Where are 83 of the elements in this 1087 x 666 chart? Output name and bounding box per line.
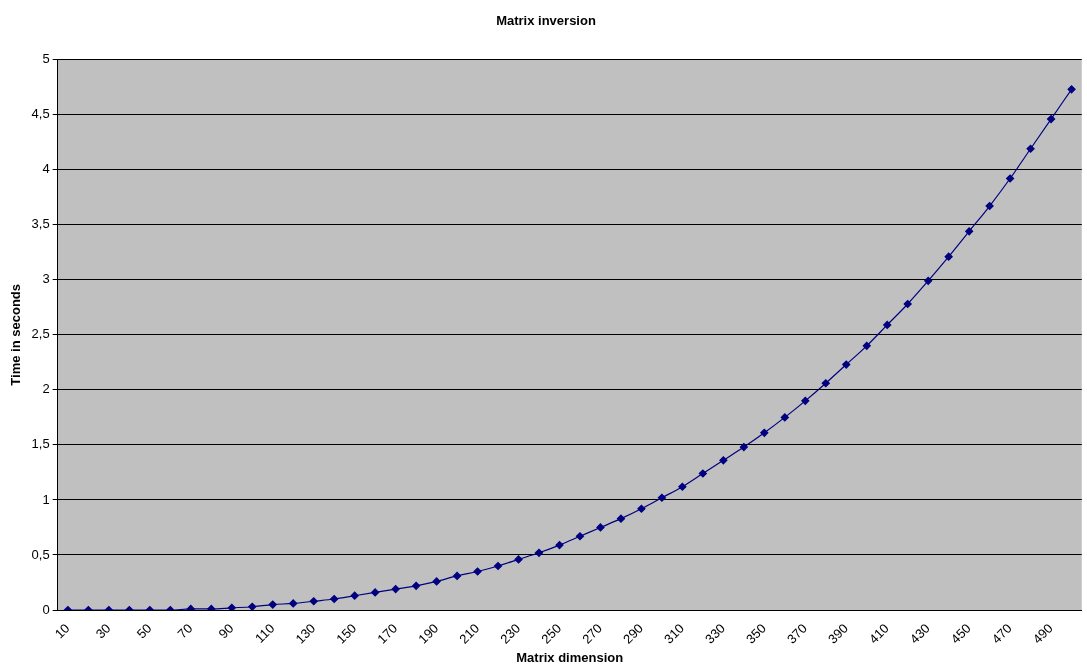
x-tick-label: 290 [620, 620, 647, 647]
x-tick-label: 390 [824, 620, 851, 647]
x-tick-label: 230 [497, 620, 524, 647]
chart-title: Matrix inversion [496, 13, 596, 29]
x-tick-label: 490 [1029, 620, 1056, 647]
x-tick-label: 450 [947, 620, 974, 647]
point [1067, 85, 1076, 94]
point [596, 523, 605, 532]
point [493, 561, 503, 571]
y-tick-label: 4,5 [31, 106, 50, 122]
point [842, 360, 851, 369]
point [965, 227, 974, 236]
point [330, 594, 339, 604]
x-tick-label: 350 [743, 620, 769, 647]
point [1026, 144, 1035, 153]
y-tick-label: 4 [42, 161, 50, 177]
point [821, 379, 830, 388]
x-tick-label: 410 [865, 620, 892, 647]
x-tick-label: 310 [661, 620, 688, 647]
point [534, 548, 544, 557]
point [739, 443, 748, 452]
point [248, 602, 257, 611]
point [186, 604, 195, 611]
point [555, 540, 564, 550]
x-tick-label: 210 [456, 620, 483, 647]
point [1046, 114, 1056, 124]
x-tick-label: 90 [215, 620, 237, 642]
x-tick-label: 250 [538, 620, 565, 647]
point [371, 588, 380, 597]
point [780, 413, 789, 422]
point [924, 276, 933, 285]
point [268, 600, 277, 609]
x-tick-label: 50 [133, 620, 155, 642]
point [883, 320, 892, 330]
point [207, 604, 216, 611]
point [678, 482, 687, 491]
point [944, 252, 953, 261]
point [657, 493, 667, 502]
point [760, 428, 769, 437]
y-axis-title: Time in seconds [8, 284, 24, 386]
point [903, 299, 912, 309]
y-tick-label: 5 [42, 51, 50, 67]
x-tick-label: 470 [988, 620, 1015, 647]
y-tick-label: 0 [42, 601, 50, 617]
x-tick-label: 270 [579, 620, 606, 647]
y-tick-label: 1,5 [31, 436, 50, 452]
point [289, 599, 298, 608]
point [862, 341, 871, 350]
point [637, 504, 646, 513]
x-tick-label: 10 [51, 620, 73, 642]
x-tick-label: 70 [174, 620, 196, 642]
point [514, 555, 523, 564]
point [985, 201, 994, 211]
y-tick-label: 3,5 [31, 216, 50, 232]
x-tick-label: 130 [292, 620, 319, 647]
x-tick-label: 170 [374, 620, 401, 647]
y-tick-label: 1 [42, 491, 50, 507]
x-tick-label: 430 [906, 620, 933, 647]
point [432, 577, 441, 586]
x-tick-label: 110 [252, 620, 278, 646]
x-tick-label: 190 [415, 620, 442, 647]
x-tick-label: 150 [333, 620, 360, 647]
point [1006, 174, 1015, 183]
point [719, 456, 728, 465]
y-tick-label: 2,5 [31, 326, 50, 342]
point [698, 469, 707, 478]
point [412, 581, 421, 590]
point [452, 571, 462, 581]
point [801, 396, 810, 405]
point [227, 603, 236, 611]
point [309, 597, 318, 606]
point [473, 567, 482, 576]
point [350, 591, 359, 600]
y-tick-label: 3 [42, 271, 50, 287]
x-axis-title: Matrix dimension [516, 649, 624, 665]
x-tick-label: 330 [702, 620, 729, 647]
point [575, 532, 585, 541]
x-tick-label: 30 [92, 620, 114, 642]
point [616, 514, 626, 523]
x-tick-label: 370 [783, 620, 810, 647]
y-tick-label: 2 [42, 381, 50, 397]
point [391, 585, 400, 594]
y-tick-label: 0,5 [31, 546, 50, 562]
